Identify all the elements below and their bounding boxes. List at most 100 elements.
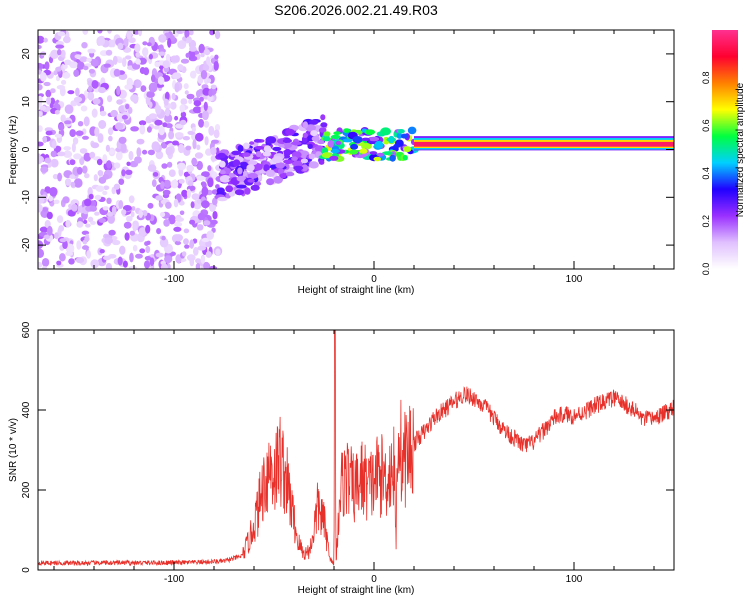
- spectrogram-cell: [308, 153, 316, 160]
- spectrogram-cell: [219, 160, 226, 168]
- spectrogram-cell: [145, 245, 151, 254]
- spectrogram-cell: [113, 183, 120, 190]
- spectrogram-cell: [193, 100, 202, 107]
- spectrogram-cell: [277, 168, 285, 174]
- colorbar-ticks: 0.0 0.2 0.4 0.6 0.8: [701, 72, 711, 276]
- spectrogram-cell: [302, 121, 308, 129]
- spectrogram-cell: [191, 193, 200, 201]
- spectrogram-cell: [46, 96, 52, 105]
- spectrogram-cell: [83, 219, 88, 224]
- spectrogram-cell: [179, 119, 187, 126]
- spectrogram-cell: [327, 140, 335, 148]
- spectrogram-cell: [120, 143, 127, 153]
- spectrogram-cell: [106, 160, 112, 169]
- spectrogram-cell: [195, 258, 202, 264]
- x-tick-label: -100: [164, 274, 184, 285]
- spectrogram-cell: [349, 149, 358, 155]
- spectrogram-cell: [45, 130, 53, 136]
- spectrogram-cell: [93, 174, 98, 182]
- spectrogram-cell: [128, 265, 138, 269]
- spectrogram-cell: [231, 150, 242, 156]
- spectrogram-cell: [75, 130, 84, 136]
- spectrogram-cell: [115, 151, 123, 161]
- spectrogram-cell: [57, 31, 66, 37]
- spectrogram-cell: [91, 80, 99, 89]
- spectrogram-cell: [159, 237, 169, 248]
- spectrogram-cell: [38, 156, 43, 165]
- spectrogram-cell: [180, 111, 187, 118]
- spectrogram-cell: [206, 78, 212, 84]
- spectrogram-cell: [208, 125, 215, 136]
- spectrogram-cell: [82, 30, 89, 35]
- spectrogram-cell: [200, 255, 206, 264]
- spectrogram-cell: [164, 114, 173, 123]
- spectrogram-cell: [147, 149, 155, 156]
- spectrogram-cell: [321, 152, 333, 159]
- spectrogram-cell: [185, 145, 192, 151]
- spectrogram-cell: [200, 70, 208, 80]
- spectrogram-cell: [214, 54, 219, 60]
- spectrogram-cell: [160, 181, 165, 190]
- spectrogram-cell: [242, 152, 251, 157]
- spectrogram-cell: [209, 30, 215, 36]
- spectrogram-cell: [108, 229, 116, 236]
- spectrogram-cell: [225, 185, 234, 193]
- spectrogram-cell: [115, 122, 124, 131]
- spectrogram-cell: [217, 152, 226, 159]
- spectrogram-cell: [196, 198, 202, 205]
- spectrogram-cell: [62, 72, 71, 79]
- spectrogram-cell: [97, 30, 103, 34]
- spectrogram-cell: [125, 169, 133, 175]
- spectrogram-cell: [186, 164, 194, 172]
- spectrogram-cell: [263, 145, 272, 153]
- spectrogram-cell: [82, 165, 88, 174]
- spectrogram-cell: [38, 44, 42, 50]
- colorbar-bar: [712, 30, 738, 269]
- spectrogram-cell: [46, 225, 53, 236]
- spectrogram-cell: [108, 253, 117, 259]
- spectrogram-cell: [118, 178, 125, 185]
- spectrogram-cell: [73, 178, 83, 188]
- spectrogram-cell: [153, 125, 161, 130]
- spectrogram-cell: [76, 221, 84, 228]
- spectrogram-cell: [307, 143, 313, 149]
- spectrogram-cell: [403, 146, 412, 153]
- chart-title: S206.2026.002.21.49.R03: [274, 2, 438, 18]
- spectrogram-cell: [107, 212, 114, 217]
- spectrogram-cell: [166, 161, 173, 168]
- spectrogram-cell: [70, 181, 76, 187]
- spectrogram-cell: [201, 186, 209, 197]
- spectrogram-cell: [208, 89, 213, 97]
- spectrogram-cells: [38, 30, 674, 269]
- spectrogram-cell: [116, 113, 126, 122]
- spectrogram-cell: [154, 119, 163, 126]
- spectrogram-cell: [165, 146, 173, 156]
- spectrogram-cell: [198, 43, 205, 54]
- spectrogram-cell: [50, 150, 57, 158]
- snr-frame-bg: [38, 330, 674, 570]
- spectrogram-cell: [95, 185, 105, 192]
- spectrogram-cell: [174, 240, 182, 246]
- spectrogram-cell: [263, 164, 270, 172]
- spectrogram-cell: [215, 184, 220, 189]
- spectrogram-cell: [102, 206, 109, 211]
- spectrogram-cell: [203, 49, 210, 55]
- spectrogram-cell: [58, 225, 65, 232]
- spectrogram-cell: [38, 248, 44, 258]
- spectrogram-cell: [84, 198, 92, 207]
- snr-panel: -100 0 100 0 200 400 600 Height of straight li…: [8, 321, 675, 596]
- spectrogram-cell: [190, 201, 195, 209]
- colorbar-tick-label: 0.8: [701, 72, 711, 85]
- spectrogram-cell: [183, 238, 189, 245]
- spectrogram-cell: [40, 166, 49, 173]
- spectrogram-cell: [171, 92, 176, 101]
- spectrogram-cell: [104, 237, 113, 244]
- spectrogram-cell: [38, 141, 44, 147]
- spectrogram-cell: [269, 164, 278, 169]
- spectrogram-cell: [210, 84, 217, 90]
- spectrogram-cell: [121, 169, 126, 177]
- spectrogram-cell: [86, 250, 91, 259]
- spectrogram-cell: [169, 34, 175, 42]
- spectrogram-cell: [163, 98, 169, 106]
